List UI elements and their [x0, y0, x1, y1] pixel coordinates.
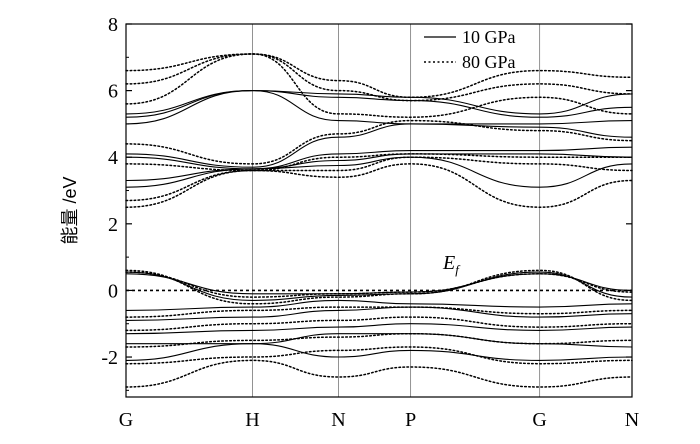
fermi-level-symbol: E [442, 252, 455, 274]
x-tick-label: N [331, 409, 345, 431]
legend-label-10gpa: 10 GPa [462, 27, 516, 47]
x-tick-label: G [119, 409, 133, 431]
band-80gpa-8 [125, 156, 633, 202]
band-10gpa-10 [125, 123, 633, 168]
x-tick-label: N [625, 409, 639, 431]
plot-frame [125, 23, 633, 398]
y-axis-label: 能量 /eV [60, 176, 80, 244]
legend: 10 GPa 80 GPa [424, 27, 516, 72]
axis-layer: G H N P G N 8 6 4 2 0 -2 [101, 14, 639, 431]
band-80gpa-11 [125, 53, 633, 118]
band-80gpa-7 [125, 163, 633, 208]
y-tick-label: 4 [108, 147, 118, 169]
band-80gpa-12 [125, 53, 633, 102]
band-80gpa-2 [125, 332, 633, 348]
y-tick-label: 2 [108, 214, 118, 236]
band-10gpa-6 [125, 273, 633, 295]
fermi-level-label: Ef [442, 252, 461, 277]
band-80gpa-13 [125, 53, 633, 99]
legend-label-80gpa: 80 GPa [462, 52, 516, 72]
band-layer [125, 53, 633, 388]
band-10gpa-4 [125, 299, 633, 311]
band-10gpa-7 [125, 156, 633, 188]
x-tick-label: H [245, 409, 259, 431]
y-tick-label: 6 [108, 81, 118, 103]
band-80gpa-9 [125, 153, 633, 172]
band-80gpa-3 [125, 316, 633, 332]
band-80gpa-5 [125, 269, 633, 305]
band-80gpa-0 [125, 359, 633, 388]
band-80gpa-10 [125, 119, 633, 165]
band-80gpa-4 [125, 306, 633, 318]
band-10gpa-3 [125, 306, 633, 321]
fermi-level-subscript: f [455, 262, 461, 277]
band-10gpa-8 [125, 153, 633, 182]
x-tick-label: G [532, 409, 546, 431]
band-10gpa-5 [125, 271, 633, 301]
band-80gpa-1 [125, 346, 633, 365]
band-10gpa-13 [125, 90, 633, 115]
band-10gpa-2 [125, 323, 633, 335]
y-tick-label: 0 [108, 280, 118, 302]
x-tick-label: P [405, 409, 416, 431]
band-10gpa-0 [125, 343, 633, 361]
grid-layer [126, 24, 632, 397]
y-tick-label: -2 [101, 347, 118, 369]
band-10gpa-11 [125, 90, 633, 125]
y-tick-label: 8 [108, 14, 118, 36]
band-10gpa-9 [125, 146, 633, 170]
